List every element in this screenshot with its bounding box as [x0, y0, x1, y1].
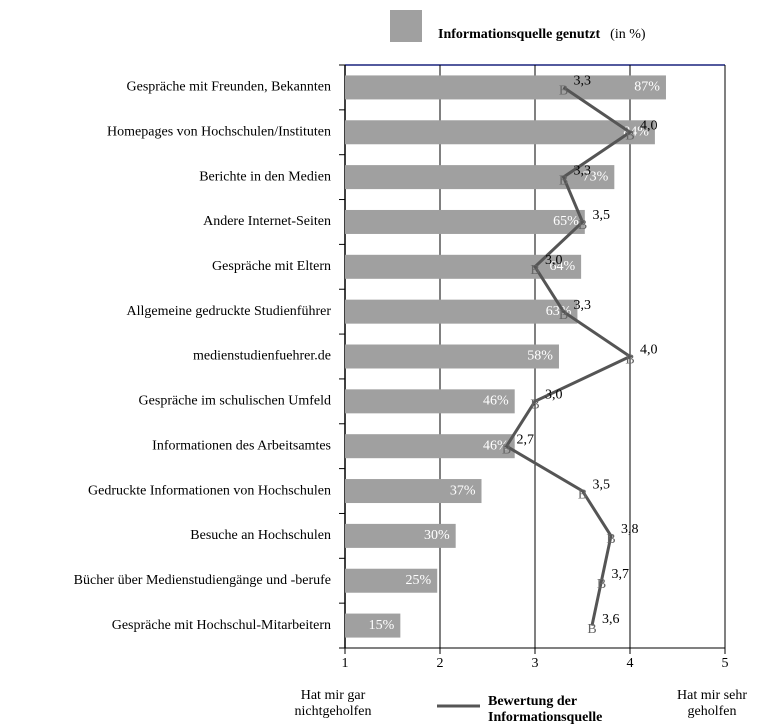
marker: B [559, 173, 568, 188]
bar [345, 120, 655, 145]
y-tick-label: Gespräche mit Freunden, Bekannten [127, 80, 332, 95]
y-tick-label: Bücher über Medienstudiengänge und -beru… [74, 573, 331, 588]
bar [345, 568, 438, 593]
marker: B [578, 487, 587, 502]
bar-label: 64% [549, 259, 575, 274]
value-label: 3,3 [574, 74, 592, 89]
x-tick-label: 3 [532, 656, 539, 671]
marker: B [559, 84, 568, 99]
bar [345, 344, 559, 369]
y-tick-label: Gespräche mit Eltern [212, 259, 331, 274]
bar [345, 613, 401, 638]
bar-label: 15% [369, 618, 395, 633]
value-label: 3,5 [593, 477, 611, 492]
bar-label: 30% [424, 528, 450, 543]
value-label: 3,7 [612, 567, 630, 582]
y-tick-label: Gespräche mit Hochschul-Mitarbeitern [112, 618, 331, 633]
y-tick-label: Gespräche im schulischen Umfeld [139, 394, 331, 409]
bar [345, 299, 578, 324]
bar-label: 63% [546, 304, 572, 319]
y-tick-label: medienstudienfuehrer.de [193, 349, 331, 364]
bar-label: 65% [553, 214, 579, 229]
bar [345, 479, 482, 504]
marker: B [559, 308, 568, 323]
annotation-right: Hat mir sehr geholfen [677, 688, 747, 719]
bar-label: 37% [450, 483, 476, 498]
value-label: 2,7 [517, 432, 535, 447]
value-label: 3,0 [545, 388, 563, 403]
marker: B [606, 532, 615, 547]
marker: B [625, 128, 634, 143]
x-tick-label: 1 [342, 656, 349, 671]
marker: B [597, 577, 606, 592]
value-label: 3,0 [545, 253, 563, 268]
legend-label: Informationsquelle genutzt [438, 27, 601, 42]
bar [345, 209, 585, 234]
marker: B [530, 263, 539, 278]
bar-label: 46% [483, 394, 509, 409]
y-tick-label: Besuche an Hochschulen [190, 528, 331, 543]
rating-line [504, 86, 634, 626]
bar [345, 389, 515, 414]
bar [345, 523, 456, 548]
value-label: 3,6 [602, 612, 620, 627]
marker: B [530, 398, 539, 413]
y-tick-label: Andere Internet-Seiten [203, 214, 331, 229]
legend-line-label: Bewertung der Informationsquelle [488, 694, 603, 725]
x-tick-label: 5 [722, 656, 729, 671]
bar-label: 58% [527, 349, 553, 364]
y-tick-label: Berichte in den Medien [199, 169, 331, 184]
bar-label: 46% [483, 438, 509, 453]
value-label: 4,0 [640, 343, 658, 358]
marker: B [578, 218, 587, 233]
legend-swatch [390, 10, 422, 42]
marker: B [625, 353, 634, 368]
marker: B [587, 622, 596, 637]
x-tick-label: 2 [437, 656, 444, 671]
bar [345, 75, 666, 100]
value-label: 3,5 [593, 208, 611, 223]
value-label: 4,0 [640, 118, 658, 133]
y-tick-label: Gedruckte Informationen von Hochschulen [88, 483, 331, 498]
x-tick-label: 4 [627, 656, 634, 671]
bar [345, 434, 515, 459]
value-label: 3,3 [574, 298, 592, 313]
bar-label: 84% [623, 124, 649, 139]
y-tick-label: Homepages von Hochschulen/Instituten [107, 124, 331, 139]
y-tick-label: Allgemeine gedruckte Studienführer [127, 304, 332, 319]
bar [345, 254, 582, 279]
value-label: 3,8 [621, 522, 639, 537]
y-tick-label: Informationen des Arbeitsamtes [152, 438, 331, 453]
bar-label: 87% [634, 80, 660, 95]
annotation-left: Hat mir gar nichtgeholfen [294, 688, 372, 719]
value-label: 3,3 [574, 163, 592, 178]
bar-label: 73% [583, 169, 609, 184]
marker: B [502, 442, 511, 457]
bar [345, 165, 615, 190]
legend-note: (in %) [610, 27, 646, 42]
bar-label: 25% [406, 573, 432, 588]
